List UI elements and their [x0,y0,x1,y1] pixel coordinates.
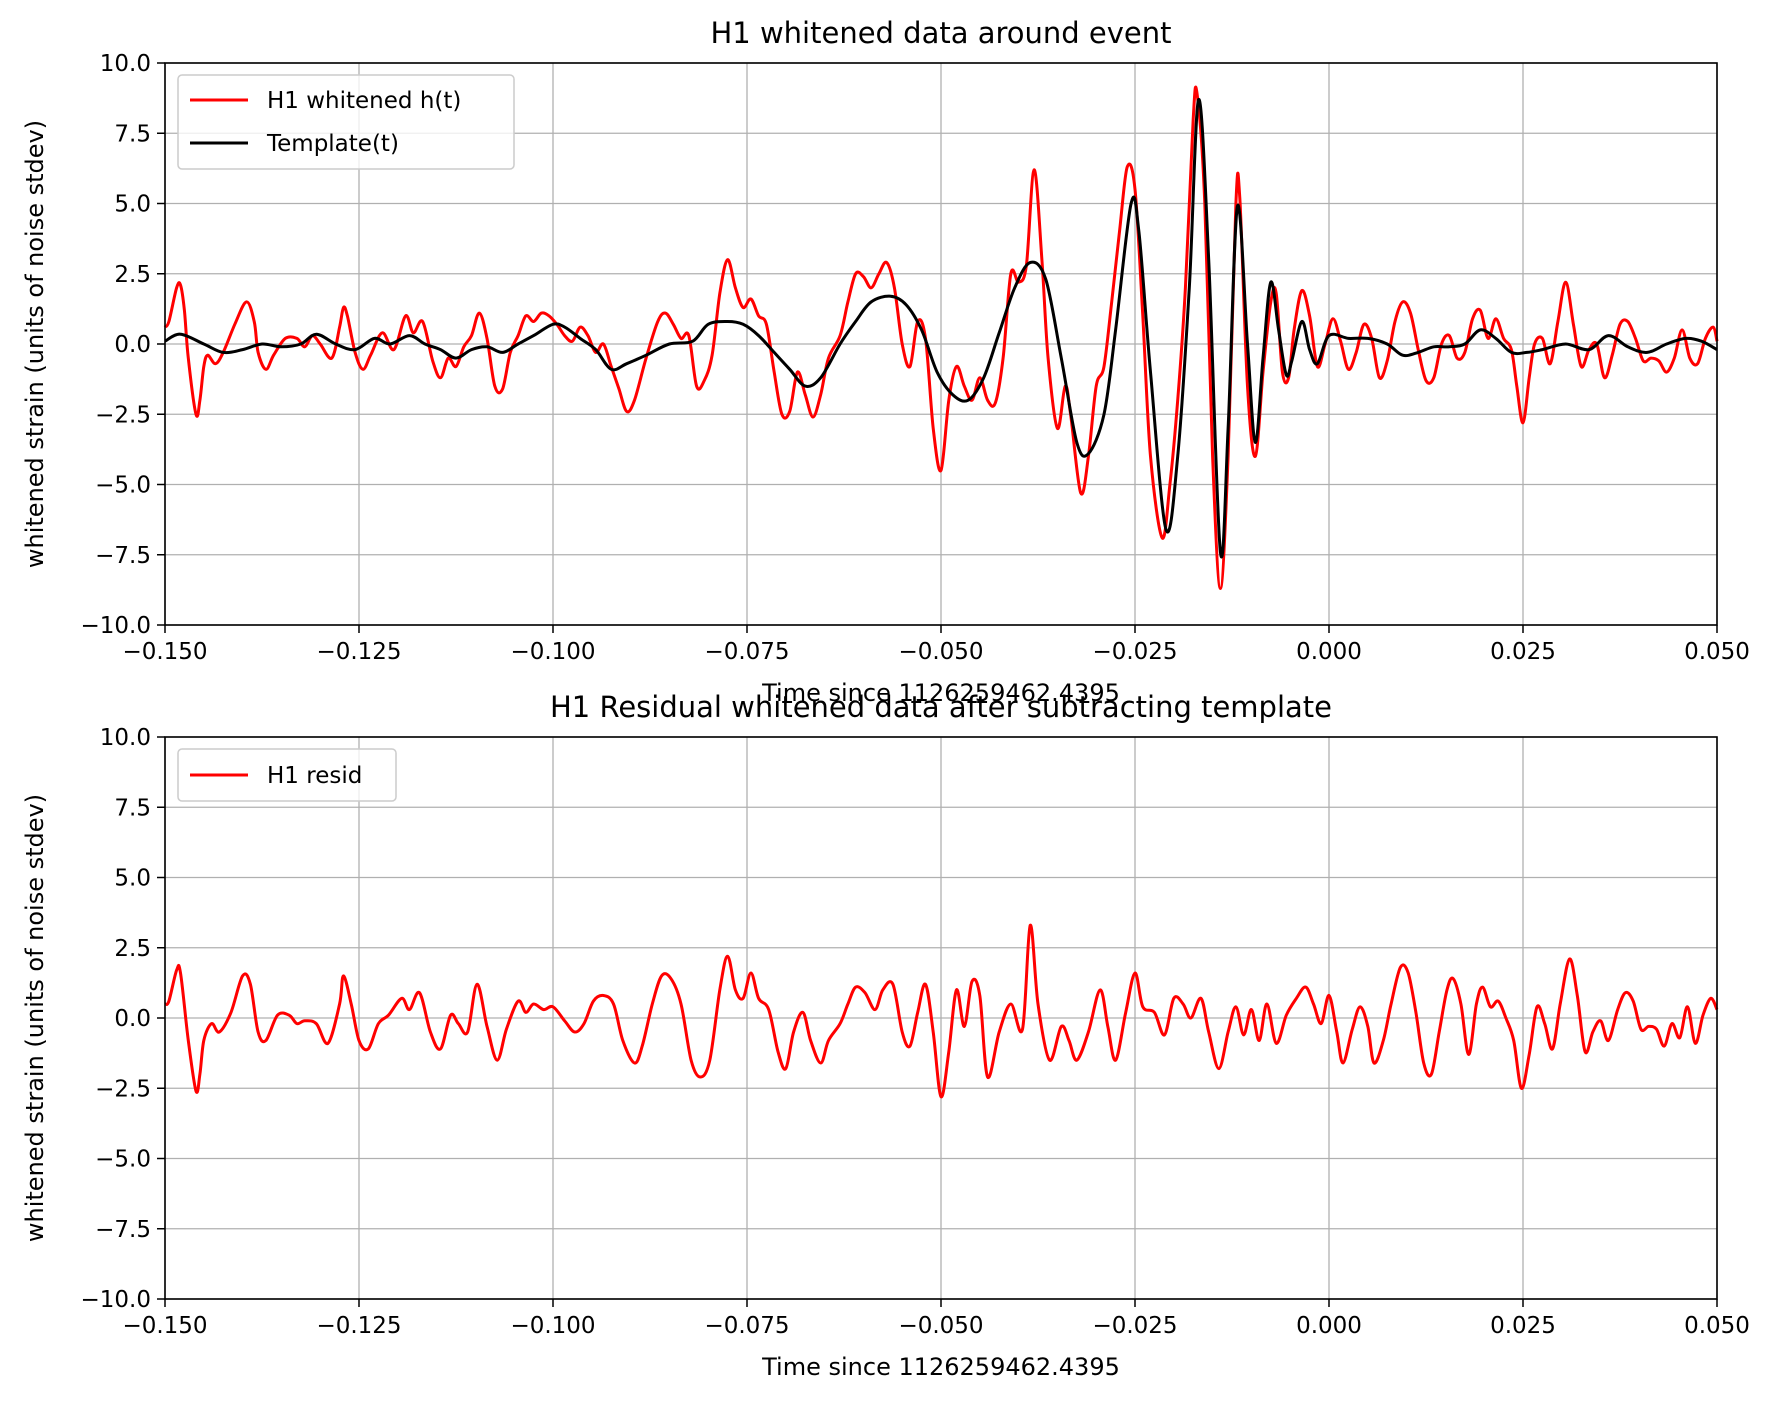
x-tick-label: −0.100 [510,1313,595,1339]
y-tick-label: 0.0 [114,1006,151,1032]
legend-label-template: Template(t) [266,131,399,157]
legend-frame [177,748,397,802]
x-tick-label: −0.025 [1092,639,1177,665]
series-line-h1-resid [164,923,1719,1099]
x-tick-label: −0.050 [898,1313,983,1339]
y-tick-label: 7.5 [114,121,151,147]
x-tick-label: −0.125 [316,639,401,665]
y-tick-label: −5.0 [95,473,151,499]
x-tick-label: −0.125 [316,1313,401,1339]
y-tick-label: −2.5 [95,402,151,428]
y-tick-label: 10.0 [100,725,151,751]
y-tick-label: −7.5 [95,1217,151,1243]
legend-label-h1-whitened: H1 whitened h(t) [267,88,461,114]
x-tick-label: 0.000 [1296,1313,1362,1339]
grid [164,62,1718,626]
plot-area [164,923,1719,1099]
y-tick-label: −2.5 [95,1076,151,1102]
x-tick-label: −0.075 [704,639,789,665]
y-tick-label: 10.0 [100,51,151,77]
y-axis-label: whitened strain (units of noise stdev) [21,120,49,568]
x-tick-label: 0.050 [1684,1313,1750,1339]
chart-title: H1 whitened data around event [710,16,1171,50]
y-tick-label: 5.0 [114,192,151,218]
x-tick-label: −0.100 [510,639,595,665]
x-tick-label: −0.150 [122,1313,207,1339]
x-tick-label: −0.050 [898,639,983,665]
series-line-template-t [164,97,1718,559]
y-tick-label: 5.0 [114,866,151,892]
y-tick-label: 0.0 [114,332,151,358]
x-axis-label: Time since 1126259462.4395 [761,1353,1120,1381]
x-axis-label: Time since 1126259462.4395 [761,679,1120,707]
x-tick-label: −0.025 [1092,1313,1177,1339]
y-tick-label: −10.0 [81,613,151,639]
series-line-h1-whitened-h-t [163,85,1719,590]
x-tick-label: 0.050 [1684,639,1750,665]
legend: H1 whitened h(t) Template(t) [177,74,515,170]
y-tick-label: 2.5 [114,936,151,962]
y-tick-label: 2.5 [114,262,151,288]
x-tick-label: −0.150 [122,639,207,665]
y-tick-label: −5.0 [95,1147,151,1173]
chart-whitened-data: H1 whitened data around event −0.150 −0.1… [21,16,1750,707]
x-tick-label: 0.025 [1490,1313,1556,1339]
y-tick-label: −10.0 [81,1287,151,1313]
y-tick-label: −7.5 [95,543,151,569]
legend: H1 resid [177,748,397,802]
axis-ticks: −0.150 −0.125 −0.100 −0.075 −0.050 −0.025 0.00… [81,725,1750,1339]
x-tick-label: 0.000 [1296,639,1362,665]
chart-residual-data: H1 Residual whitened data after subtract… [21,690,1750,1381]
axis-ticks: −0.150 −0.125 −0.100 −0.075 −0.050 −0.025 0.00… [81,51,1750,665]
y-tick-label: 7.5 [114,795,151,821]
legend-label-h1-resid: H1 resid [267,763,362,789]
x-tick-label: 0.025 [1490,639,1556,665]
x-tick-label: −0.075 [704,1313,789,1339]
plot-area [163,85,1719,590]
chart-title: H1 Residual whitened data after subtract… [550,690,1332,724]
legend-frame [177,74,515,170]
y-axis-label: whitened strain (units of noise stdev) [21,794,49,1242]
